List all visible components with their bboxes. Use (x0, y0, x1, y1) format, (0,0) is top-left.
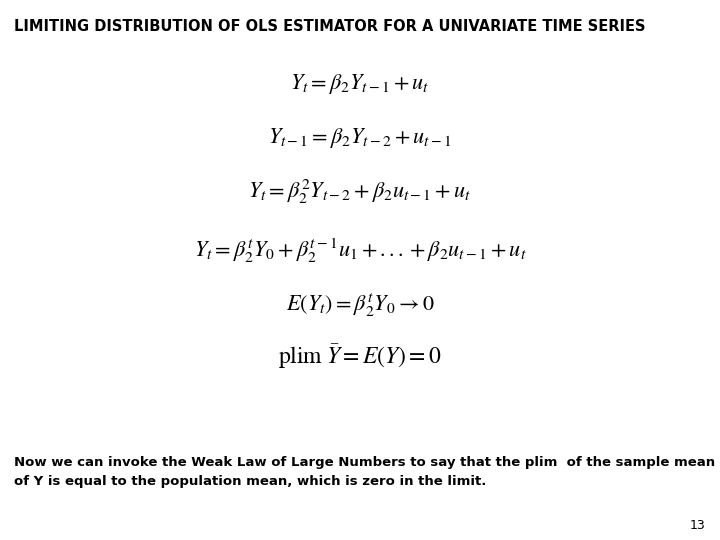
Text: $Y_t = \beta_2 Y_{t-1} + u_t$: $Y_t = \beta_2 Y_{t-1} + u_t$ (290, 72, 430, 96)
Text: $E\left(Y_t\right)= \beta_2^t Y_0 \rightarrow 0$: $E\left(Y_t\right)= \beta_2^t Y_0 \right… (286, 292, 434, 319)
Text: LIMITING DISTRIBUTION OF OLS ESTIMATOR FOR A UNIVARIATE TIME SERIES: LIMITING DISTRIBUTION OF OLS ESTIMATOR F… (14, 19, 646, 34)
Text: $\mathrm{plim}\; \bar{Y} = E\left(Y\right)= 0$: $\mathrm{plim}\; \bar{Y} = E\left(Y\righ… (278, 342, 442, 371)
Text: $Y_t = \beta_2^t Y_0 + \beta_2^{t-1} u_1 + ...+ \beta_2 u_{t-1} + u_t$: $Y_t = \beta_2^t Y_0 + \beta_2^{t-1} u_1… (194, 237, 526, 265)
Text: $Y_t = \beta_2^2 Y_{t-2} + \beta_2 u_{t-1} + u_t$: $Y_t = \beta_2^2 Y_{t-2} + \beta_2 u_{t-… (248, 178, 472, 206)
Text: Now we can invoke the Weak Law of Large Numbers to say that the plim  of the sam: Now we can invoke the Weak Law of Large … (14, 456, 716, 488)
Text: $Y_{t-1} = \beta_2 Y_{t-2} + u_{t-1}$: $Y_{t-1} = \beta_2 Y_{t-2} + u_{t-1}$ (269, 126, 451, 150)
Text: 13: 13 (690, 519, 706, 532)
